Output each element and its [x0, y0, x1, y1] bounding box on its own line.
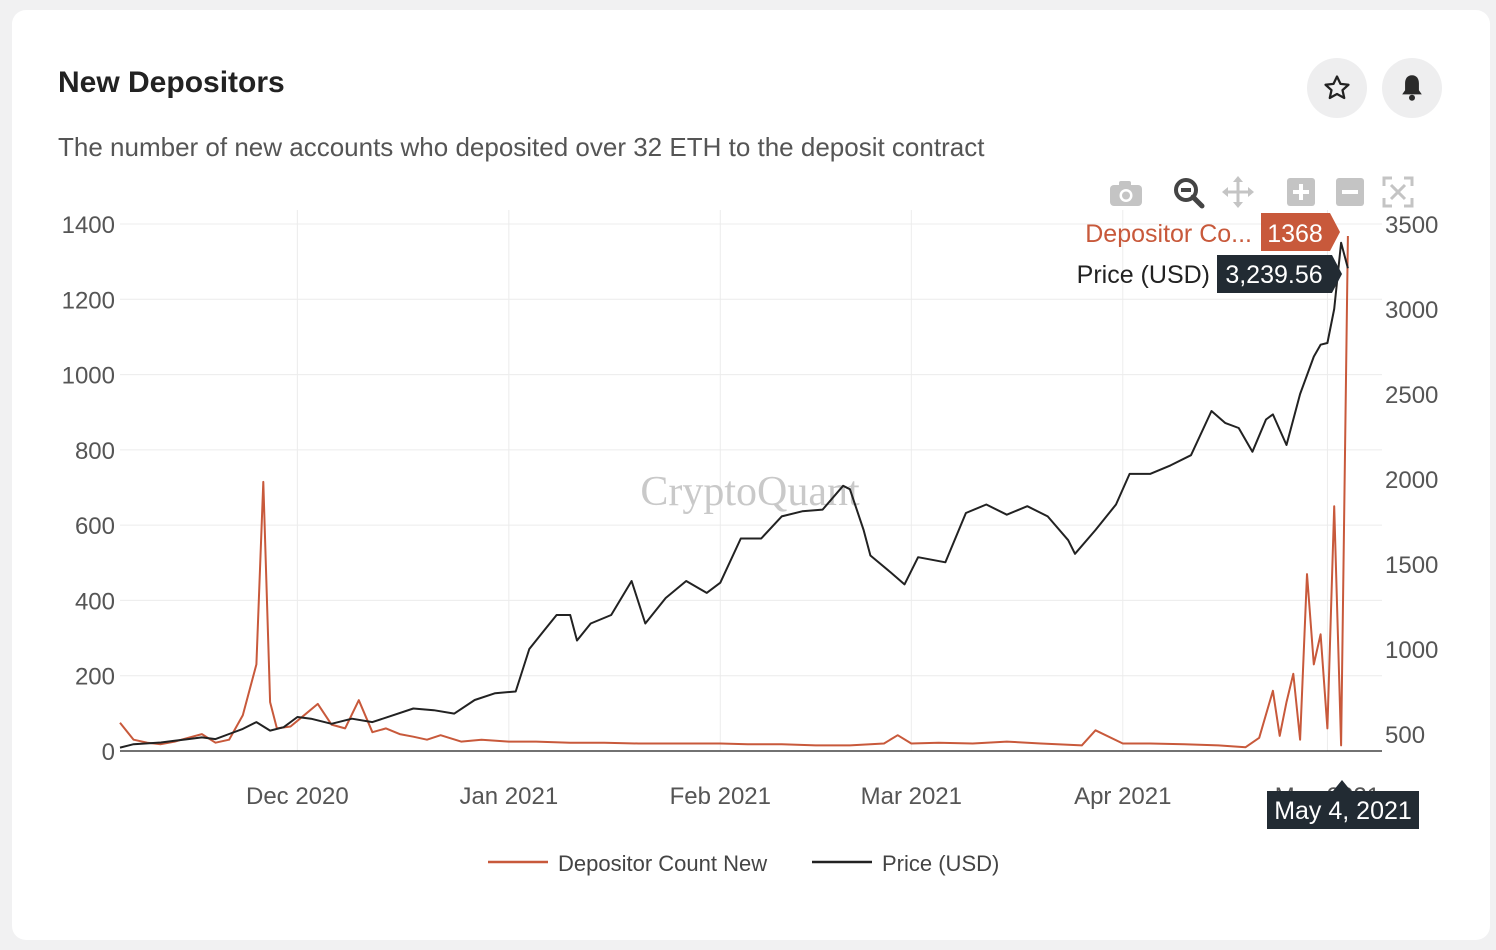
series-line-price — [119, 241, 1349, 749]
left-tick-label: 400 — [75, 588, 115, 615]
right-tick-label: 500 — [1385, 722, 1425, 749]
series-line-depositor-count — [119, 235, 1349, 749]
hover-price-label: Price (USD) — [1077, 261, 1210, 289]
favorite-button[interactable] — [1307, 58, 1367, 118]
card-subtitle: The number of new accounts who deposited… — [58, 132, 985, 162]
zoom-icon[interactable] — [1174, 178, 1205, 209]
watermark: CryptoQuant — [640, 469, 860, 515]
left-axis-ticks: 0 200 400 600 800 1000 1200 1400 — [62, 212, 115, 766]
alert-button[interactable] — [1382, 58, 1442, 118]
right-tick-label: 3000 — [1385, 297, 1438, 324]
x-tick-label: Jan 2021 — [459, 783, 558, 810]
right-axis-ticks: 500 1000 1500 2000 2500 3000 3500 — [1385, 212, 1438, 749]
autoscale-icon[interactable] — [1382, 176, 1414, 208]
camera-icon[interactable] — [1110, 181, 1142, 206]
hover-price: Price (USD) 3,239.56 — [1077, 255, 1342, 293]
right-tick-label: 2500 — [1385, 382, 1438, 409]
modebar — [1110, 176, 1414, 209]
right-tick-label: 3500 — [1385, 212, 1438, 239]
legend-item-depositor[interactable]: Depositor Count New — [488, 851, 767, 876]
right-tick-label: 1500 — [1385, 552, 1438, 579]
hover-series-label: Depositor Co... — [1085, 220, 1252, 248]
hover-series-value: 1368 — [1267, 220, 1323, 248]
gridlines — [120, 210, 1382, 751]
right-tick-label: 1000 — [1385, 637, 1438, 664]
hover-date: May 4, 2021 — [1267, 780, 1419, 829]
zoom-out-icon[interactable] — [1336, 178, 1364, 206]
left-tick-label: 200 — [75, 664, 115, 691]
legend-label-depositor: Depositor Count New — [558, 851, 767, 876]
hover-depositor: Depositor Co... 1368 — [1085, 213, 1340, 251]
legend: Depositor Count New Price (USD) — [488, 851, 999, 876]
zoom-in-icon[interactable] — [1287, 178, 1315, 206]
hover-date-label: May 4, 2021 — [1274, 797, 1412, 825]
left-tick-label: 800 — [75, 438, 115, 465]
bell-icon — [1402, 75, 1422, 101]
left-tick-label: 1200 — [62, 287, 115, 314]
left-tick-label: 600 — [75, 513, 115, 540]
left-tick-label: 1400 — [62, 212, 115, 239]
legend-label-price: Price (USD) — [882, 851, 999, 876]
x-tick-label: Mar 2021 — [861, 783, 962, 810]
star-icon — [1324, 75, 1350, 100]
card-title: New Depositors — [58, 66, 285, 99]
x-tick-label: Dec 2020 — [246, 783, 349, 810]
right-tick-label: 2000 — [1385, 467, 1438, 494]
left-tick-label: 0 — [102, 739, 115, 766]
chart-card: New Depositors The number of new account… — [12, 10, 1490, 940]
left-tick-label: 1000 — [62, 363, 115, 390]
hover-price-value: 3,239.56 — [1225, 261, 1322, 289]
x-axis-ticks: Dec 2020 Jan 2021 Feb 2021 Mar 2021 Apr 2021… — [246, 783, 1380, 810]
x-tick-label: Apr 2021 — [1074, 783, 1171, 810]
pan-icon[interactable] — [1222, 176, 1254, 208]
x-tick-label: Feb 2021 — [670, 783, 771, 810]
series-layer — [119, 235, 1349, 749]
legend-item-price[interactable]: Price (USD) — [812, 851, 999, 876]
